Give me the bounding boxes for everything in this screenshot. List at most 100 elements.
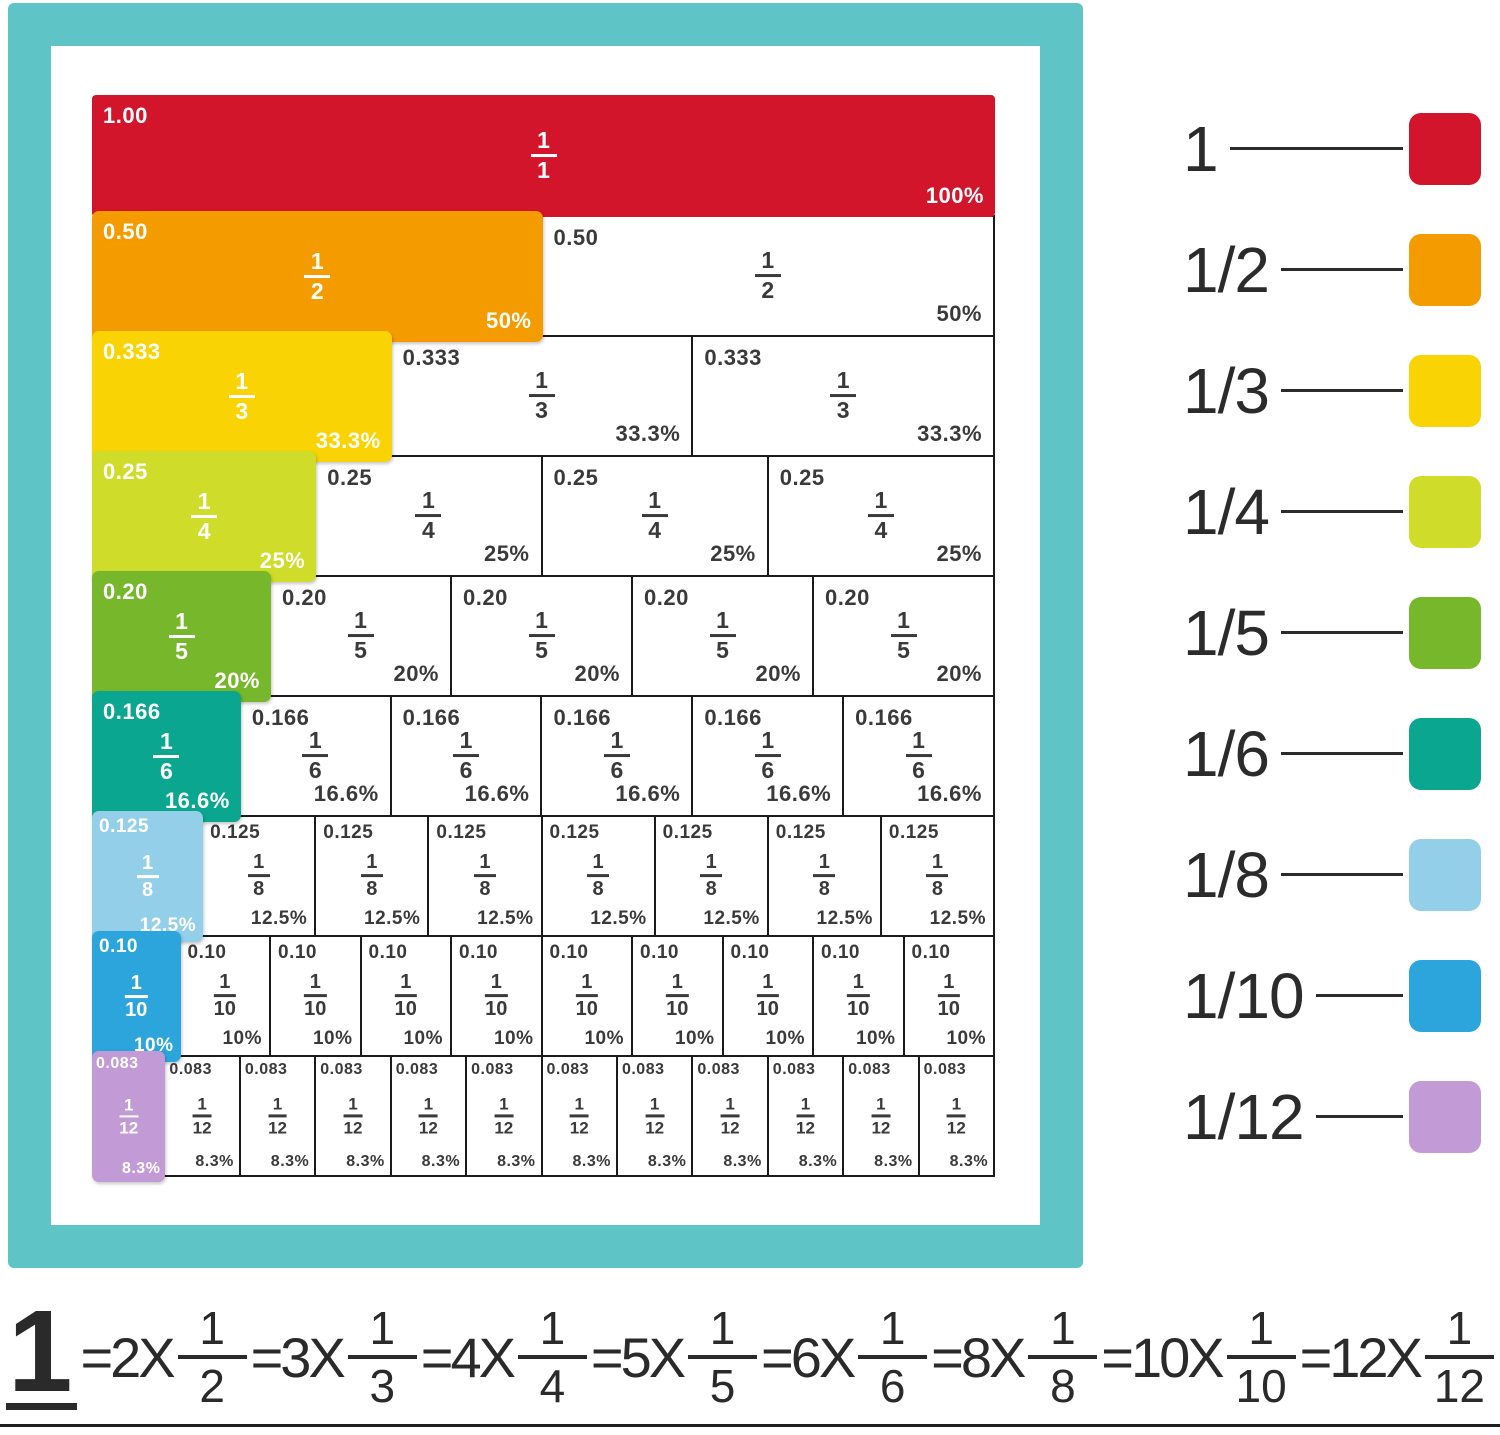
tile-1-8: 0.125 1 8 12.5%	[766, 815, 882, 937]
fraction-denominator: 8	[142, 879, 154, 901]
equation-lead-one: 1	[6, 1293, 77, 1411]
tile-percent: 10%	[855, 1028, 896, 1049]
equation-multiplier: =12X	[1299, 1325, 1423, 1389]
fraction-denominator: 4	[539, 1360, 566, 1412]
bottom-rule	[0, 1424, 1500, 1427]
tile-1-4: 0.25 1 4 25%	[314, 455, 543, 577]
fraction-denominator: 10	[1235, 1360, 1287, 1412]
fraction-numerator: 1	[1050, 1302, 1076, 1354]
fraction-denominator: 12	[268, 1118, 288, 1138]
equation-multiplier: =5X	[590, 1325, 686, 1389]
tile-decimal: 0.333	[103, 339, 161, 364]
equation-term-3: =3X 1 3	[251, 1305, 417, 1409]
fraction-numerator: 1	[479, 851, 491, 874]
fraction-bar	[304, 275, 331, 278]
fraction-denominator: 10	[937, 998, 960, 1021]
fraction-denominator: 6	[761, 757, 775, 784]
fraction-numerator: 1	[535, 367, 548, 394]
tile-1-8: 0.125 1 8 12.5%	[201, 815, 317, 937]
tile-fraction: 1 10	[213, 972, 236, 1021]
tile-decimal: 0.10	[911, 942, 951, 963]
legend-item-1: 1	[1183, 88, 1481, 209]
fraction-row-3: 0.333 1 3 33.3% 0.333 1 3 33.3% 0.333 1 3 33.3%	[92, 331, 996, 462]
fraction-row-10: 0.10 1 10 10% 0.10 1 10 10% 0.10 1 10 10% 0.10 1 10 10%…	[92, 931, 995, 1062]
fraction-denominator: 12	[343, 1118, 363, 1138]
tile-fraction: 1 12	[494, 1094, 514, 1136]
tile-percent: 10%	[493, 1028, 534, 1049]
fraction-denominator: 10	[213, 998, 236, 1021]
tile-decimal: 0.10	[368, 942, 408, 963]
tile-decimal: 0.166	[103, 699, 161, 724]
fraction-bar	[136, 875, 159, 878]
tile-1-6: 0.166 1 6 16.6%	[691, 695, 845, 817]
equation-multiplier: =2X	[80, 1325, 175, 1389]
tile-decimal: 0.333	[704, 345, 762, 370]
fraction-bar	[700, 874, 723, 878]
fraction-denominator: 3	[235, 398, 249, 424]
fraction-bar	[754, 274, 781, 278]
tile-decimal: 0.50	[103, 219, 148, 244]
tile-1-5: 0.20 1 5 20%	[631, 575, 814, 697]
colored-tile-1-12: 0.083 1 12 8.3%	[92, 1051, 166, 1182]
tile-percent: 25%	[483, 541, 530, 566]
tile-percent: 8.3%	[421, 1153, 461, 1170]
fraction-numerator: 1	[836, 367, 850, 394]
tile-decimal: 0.10	[459, 942, 498, 963]
fraction-bar	[937, 994, 960, 998]
fraction-numerator: 1	[197, 1094, 207, 1114]
colored-tile-1-2: 0.50 1 2 50%	[92, 211, 543, 342]
tile-decimal: 0.083	[320, 1061, 363, 1078]
legend-label: 1	[1183, 112, 1219, 185]
fraction-numerator: 1	[348, 1094, 358, 1114]
legend-label: 1/4	[1183, 475, 1270, 548]
tile-fraction: 1 12	[268, 1095, 288, 1138]
fraction-bar	[666, 994, 689, 998]
fraction-denominator: 10	[485, 998, 508, 1021]
fraction-row-2: 0.50 1 2 50% 0.50 1 2 50%	[92, 211, 995, 342]
fraction-bar	[394, 994, 417, 998]
fraction-denominator: 12	[645, 1118, 665, 1138]
tile-decimal: 0.20	[103, 579, 148, 604]
legend-label: 1/6	[1183, 717, 1270, 790]
fraction-numerator: 1	[762, 971, 774, 994]
tile-percent: 25%	[259, 548, 306, 573]
legend-label: 1/5	[1183, 596, 1270, 669]
equation-term-12: =12X 1 12	[1300, 1305, 1494, 1409]
tile-1-10: 0.10 1 10 10%	[178, 935, 271, 1057]
tile-percent: 33.3%	[315, 428, 381, 453]
tile-1-2: 0.50 1 2 50%	[540, 215, 995, 337]
fraction-numerator: 1	[130, 971, 142, 994]
tile-fraction: 1 10	[756, 971, 779, 1020]
fraction-bar	[343, 1114, 363, 1118]
tile-percent: 33.3%	[917, 421, 983, 446]
equation-multiplier: =4X	[420, 1325, 516, 1389]
fraction-numerator: 1	[852, 971, 864, 994]
fraction-denominator: 2	[761, 277, 775, 304]
fraction-numerator: 1	[499, 1094, 509, 1114]
tile-percent: 8.3%	[874, 1153, 913, 1170]
tile-fraction: 1 12	[343, 1094, 363, 1138]
fraction-bar	[847, 994, 870, 998]
tile-1-12: 0.083 1 12 8.3%	[163, 1055, 241, 1177]
fraction-bar	[754, 754, 781, 758]
tile-percent: 8.3%	[195, 1153, 234, 1170]
fraction-numerator: 1	[592, 851, 604, 874]
tile-fraction: 1 12	[192, 1094, 212, 1136]
fraction-numerator: 1	[400, 971, 412, 994]
tile-decimal: 0.20	[282, 585, 327, 610]
tile-percent: 8.3%	[723, 1153, 762, 1170]
fraction-numerator: 1	[709, 1302, 736, 1354]
tile-percent: 8.3%	[346, 1153, 385, 1170]
fraction-bar	[347, 634, 374, 638]
fraction-denominator: 12	[946, 1118, 966, 1138]
fraction-numerator: 1	[253, 851, 265, 874]
fraction-row-5: 0.20 1 5 20% 0.20 1 5 20% 0.20 1 5 20% 0.20 1 5 20% 0.20…	[92, 571, 995, 702]
tile-decimal: 0.125	[436, 822, 487, 843]
legend-connector-line	[1280, 389, 1403, 392]
